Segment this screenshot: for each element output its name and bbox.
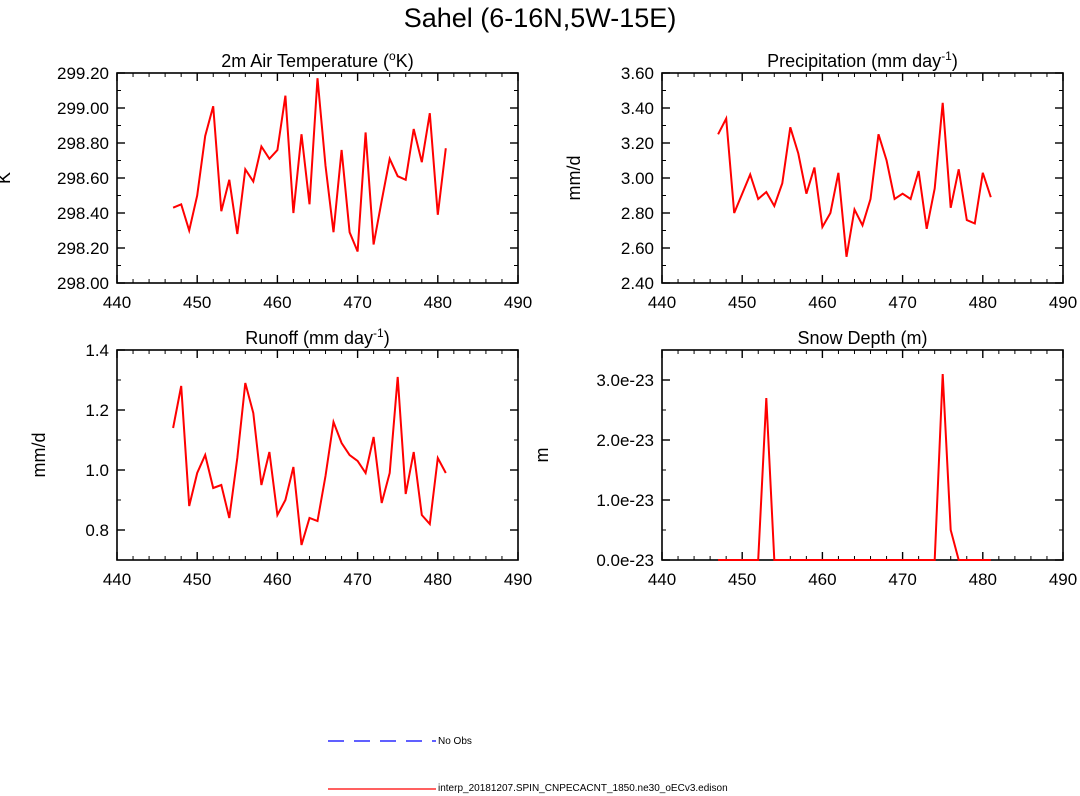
precipitation-panel: 440 450 460 470 480 490 2.40 2.60 2.80 3.00 3.20 3.… [564, 49, 1077, 312]
runoff-xtick-label: 480 [424, 570, 452, 589]
snow-depth-xtick-label: 450 [728, 570, 756, 589]
snow-depth-ytick-label: 3.0e-23 [596, 371, 654, 390]
runoff-title-superscript: -1 [373, 326, 384, 340]
runoff-title-main: Runoff (mm day [245, 328, 373, 348]
precipitation-title-superscript: -1 [941, 49, 952, 63]
temperature-plot-frame [116, 72, 519, 284]
temperature-xtick-label: 450 [183, 293, 211, 312]
precipitation-xtick-label: 440 [648, 293, 676, 312]
temperature-series-line [172, 78, 447, 252]
temperature-xtick-label: 490 [504, 293, 532, 312]
temperature-ytick-label: 298.80 [57, 134, 109, 153]
runoff-ytick-label: 1.0 [85, 461, 109, 480]
precipitation-ytick-label: 3.00 [621, 169, 654, 188]
precipitation-ytick-label: 3.40 [621, 99, 654, 118]
precipitation-ytick-label: 3.60 [621, 64, 654, 83]
temperature-xtick-label: 470 [343, 293, 371, 312]
runoff-series-line [172, 376, 447, 546]
temperature-ytick-label: 298.40 [57, 204, 109, 223]
snow-depth-ylabel: m [532, 448, 552, 463]
precipitation-xtick-label: 480 [969, 293, 997, 312]
precipitation-panel-title: Precipitation (mm day-1) [767, 49, 958, 71]
precipitation-ytick-label: 2.40 [621, 274, 654, 293]
precipitation-xtick-label: 470 [888, 293, 916, 312]
temperature-ytick-label: 298.60 [57, 169, 109, 188]
runoff-title-suffix: ) [384, 328, 390, 348]
temperature-xtick-label: 440 [103, 293, 131, 312]
runoff-ytick-label: 1.4 [85, 341, 109, 360]
precipitation-series-line [717, 102, 992, 257]
temperature-panel-title: 2m Air Temperature (oK) [221, 49, 413, 71]
legend [328, 740, 436, 790]
snow-depth-xtick-label: 470 [888, 570, 916, 589]
snow-depth-xtick-label: 440 [648, 570, 676, 589]
runoff-ylabel: mm/d [29, 433, 49, 478]
precipitation-title-suffix: ) [952, 51, 958, 71]
runoff-ytick-label: 1.2 [85, 401, 109, 420]
snow-depth-ytick-label: 2.0e-23 [596, 431, 654, 450]
snow-depth-ytick-label: 1.0e-23 [596, 491, 654, 510]
temperature-ytick-label: 298.20 [57, 239, 109, 258]
runoff-plot-frame [116, 349, 519, 561]
temperature-title-main: 2m Air Temperature ( [221, 51, 389, 71]
runoff-ytick-label: 0.8 [85, 521, 109, 540]
snow-depth-ytick-label: 0.0e-23 [596, 551, 654, 570]
runoff-xtick-label: 450 [183, 570, 211, 589]
temperature-title-superscript: o [389, 49, 396, 63]
precipitation-ytick-label: 2.60 [621, 239, 654, 258]
snow-depth-panel-title: Snow Depth (m) [797, 328, 927, 348]
legend-label-model: interp_20181207.SPIN_CNPECACNT_1850.ne30… [438, 783, 728, 794]
temperature-xtick-label: 480 [424, 293, 452, 312]
snow-depth-panel: 440 450 460 470 480 490 0.0e-23 1.0e-23 2.0e-23 3… [532, 328, 1077, 589]
runoff-panel-title: Runoff (mm day-1) [245, 326, 389, 348]
air-temperature-panel: 440 450 460 470 480 490 298.00 298.20 298.40 298.… [0, 49, 532, 312]
precipitation-xtick-label: 490 [1049, 293, 1077, 312]
legend-label-no-obs: No Obs [438, 736, 472, 747]
precipitation-title-main: Precipitation (mm day [767, 51, 941, 71]
snow-depth-xtick-label: 490 [1049, 570, 1077, 589]
snow-depth-series-line [718, 373, 991, 561]
temperature-ytick-label: 299.00 [57, 99, 109, 118]
temperature-xtick-label: 460 [263, 293, 291, 312]
precipitation-ylabel: mm/d [564, 156, 584, 201]
temperature-ytick-label: 298.00 [57, 274, 109, 293]
snow-depth-xtick-label: 480 [969, 570, 997, 589]
precipitation-ytick-label: 2.80 [621, 204, 654, 223]
runoff-panel: 440 450 460 470 480 490 0.8 1.0 1.2 1.4 Runoff (mm… [29, 326, 532, 589]
runoff-xtick-label: 470 [343, 570, 371, 589]
snow-depth-plot-frame [661, 349, 1064, 561]
runoff-xtick-label: 460 [263, 570, 291, 589]
snow-depth-xtick-label: 460 [808, 570, 836, 589]
precipitation-ytick-label: 3.20 [621, 134, 654, 153]
snow-depth-title-main: Snow Depth (m) [797, 328, 927, 348]
precipitation-plot-frame [661, 72, 1064, 284]
runoff-xtick-label: 490 [504, 570, 532, 589]
precipitation-xtick-label: 460 [808, 293, 836, 312]
temperature-title-suffix: K) [396, 51, 414, 71]
temperature-ytick-label: 299.20 [57, 64, 109, 83]
figure-title: Sahel (6-16N,5W-15E) [403, 3, 677, 33]
temperature-ylabel: K [0, 172, 14, 184]
precipitation-xtick-label: 450 [728, 293, 756, 312]
runoff-xtick-label: 440 [103, 570, 131, 589]
